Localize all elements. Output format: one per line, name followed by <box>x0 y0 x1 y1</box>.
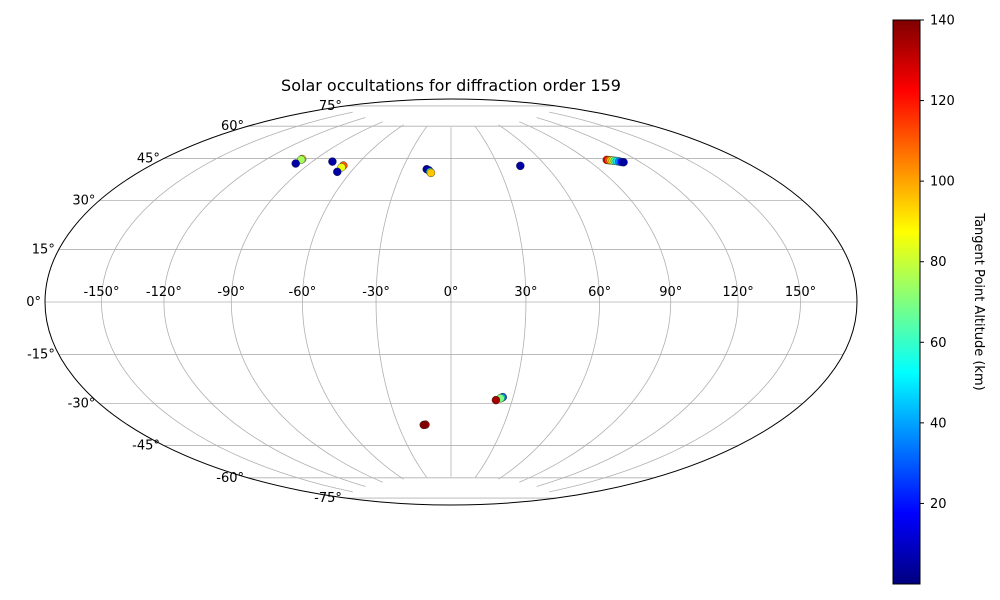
longitude-tick-labels: -150° -120° -90° -60° -30° 0° 30° 60° 90° 120° 150… <box>83 285 816 300</box>
longitude-tick-label: 90° <box>659 285 682 300</box>
longitude-gridline <box>549 111 801 493</box>
latitude-tick-label: -45° <box>132 439 160 454</box>
latitude-tick-label: 60° <box>221 119 244 134</box>
occultation-point <box>619 158 628 167</box>
longitude-gridline <box>301 124 404 480</box>
longitude-gridline <box>519 121 672 483</box>
colorbar-label: Tangent Point Altitude (km) <box>971 212 986 390</box>
latitude-tick-label: 45° <box>137 151 160 166</box>
chart-title: Solar occultations for diffraction order… <box>281 76 621 95</box>
longitude-gridline <box>163 117 366 487</box>
latitude-tick-label: -30° <box>68 397 96 412</box>
colorbar-ticks: 20 40 60 80 100 120 140 <box>920 14 955 512</box>
longitude-tick-label: -60° <box>289 285 317 300</box>
occultation-point <box>291 159 300 168</box>
longitude-tick-label: 150° <box>785 285 816 300</box>
latitude-tick-label: -75° <box>314 491 342 506</box>
longitude-gridline <box>101 111 353 493</box>
occultation-point <box>491 395 501 405</box>
colorbar-tick-label: 40 <box>930 416 947 431</box>
occultation-point <box>333 167 342 177</box>
map-grid <box>45 105 857 499</box>
colorbar-tick-label: 60 <box>930 336 947 351</box>
occultation-point <box>328 157 337 166</box>
colorbar-tick-label: 80 <box>930 255 947 270</box>
latitude-tick-label: 30° <box>72 194 95 209</box>
longitude-tick-label: -150° <box>83 285 119 300</box>
latitude-tick-label: 15° <box>32 242 55 257</box>
longitude-tick-label: -90° <box>217 285 245 300</box>
colorbar-tick-label: 120 <box>930 94 955 109</box>
longitude-tick-label: -120° <box>146 285 182 300</box>
colorbar-gradient <box>892 19 921 585</box>
latitude-tick-labels: 75° 60° 45° 30° 15° 0° -15° -30° -45° -60° -75° <box>26 99 342 506</box>
occultation-point <box>426 168 436 178</box>
latitude-tick-label: 0° <box>26 295 41 310</box>
occultation-points <box>291 154 628 430</box>
longitude-gridline <box>536 117 739 487</box>
longitude-gridline <box>375 126 427 478</box>
occultation-point <box>419 420 428 430</box>
occultation-point <box>516 161 525 171</box>
latitude-tick-label: -60° <box>216 471 244 486</box>
longitude-tick-label: 120° <box>722 285 753 300</box>
longitude-gridline <box>475 126 527 478</box>
colorbar-tick-label: 20 <box>930 497 947 512</box>
longitude-gridline <box>498 124 601 480</box>
longitude-tick-label: 60° <box>588 285 611 300</box>
colorbar-tick-label: 100 <box>930 175 955 190</box>
map-boundary <box>44 98 858 506</box>
latitude-tick-label: -15° <box>27 348 55 363</box>
longitude-tick-label: 30° <box>514 285 537 300</box>
longitude-tick-label: -30° <box>362 285 390 300</box>
colorbar-tick-label: 140 <box>930 14 955 29</box>
longitude-tick-label: 0° <box>444 285 459 300</box>
latitude-tick-label: 75° <box>319 99 342 114</box>
colorbar: 20 40 60 80 100 120 140 Tangent Point Altitude… <box>892 14 986 585</box>
longitude-gridline <box>230 121 383 483</box>
